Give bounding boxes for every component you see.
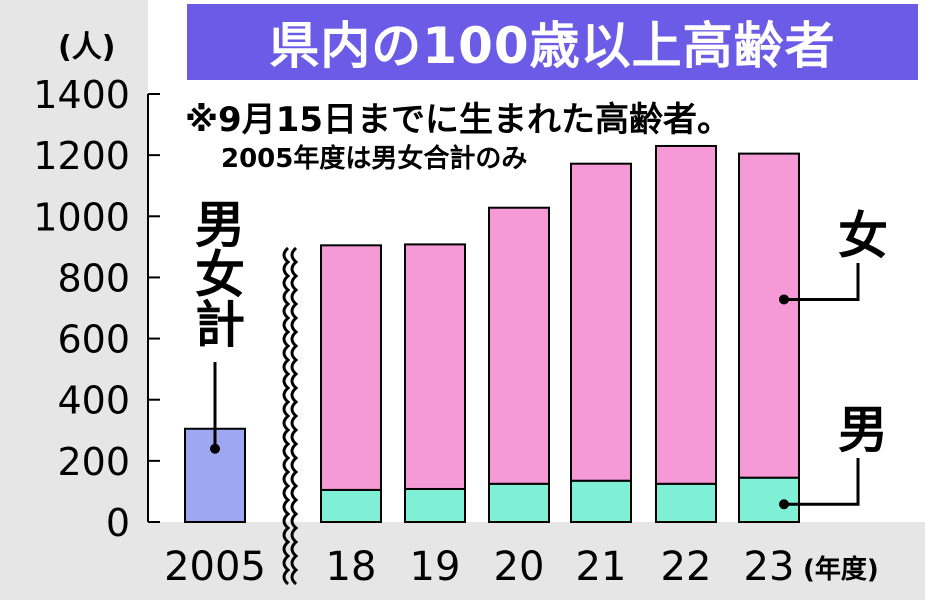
y-tick-label: 800 — [57, 256, 130, 300]
chart-title: 県内の100歳以上高齢者 — [269, 17, 836, 75]
female-leader-dot — [779, 294, 789, 305]
x-tick-label: 20 — [494, 544, 545, 590]
bar-male — [570, 479, 632, 524]
bar-female — [320, 244, 382, 491]
bar-female — [404, 243, 466, 490]
bar-female — [738, 152, 800, 479]
male-leader-dot — [779, 499, 789, 510]
left-gray-band — [0, 0, 148, 600]
male-label: 男 — [838, 401, 888, 459]
bar-female — [570, 162, 632, 482]
bars — [184, 144, 800, 524]
axis-break-wave — [282, 246, 291, 586]
bar-female — [655, 144, 717, 485]
axis-break-wave-2 — [290, 246, 299, 586]
y-tick-label: 0 — [106, 501, 130, 545]
x-tick-label: 2005 — [164, 544, 266, 590]
tick-labels: 0 200 400 600 800 1000 1200 1400 2005 18 19 20 21 22 2… — [33, 73, 879, 590]
y-tick-label: 200 — [57, 440, 130, 484]
x-tick-label: 21 — [576, 544, 627, 590]
female-label: 女 — [838, 207, 888, 265]
bar-female — [488, 206, 550, 485]
male-leader-line — [784, 458, 860, 506]
note-birthdate: ※9月15日までに生まれた高齢者。 — [185, 100, 732, 140]
y-tick-label: 1000 — [33, 195, 130, 239]
total-label-text: 男女計 — [187, 198, 245, 348]
y-tick-label: 600 — [57, 318, 130, 362]
y-unit-label: (人) — [58, 30, 116, 65]
bar-male — [320, 488, 382, 523]
x-tick-label: 22 — [661, 544, 712, 590]
x-tick-label: 18 — [326, 544, 377, 590]
y-axis — [147, 93, 160, 523]
bar-male — [404, 487, 466, 523]
y-tick-label: 1200 — [33, 134, 130, 178]
leader-lines — [210, 263, 860, 510]
axis-break — [282, 246, 299, 586]
y-tick-label: 1400 — [33, 73, 130, 117]
total-label: 男女計 — [187, 198, 245, 359]
x-unit-label: (年度) — [803, 554, 879, 585]
y-tick-label: 400 — [57, 379, 130, 423]
female-leader-line — [784, 263, 860, 301]
bottom-gray-band — [0, 522, 925, 600]
bar-male — [488, 482, 550, 523]
bar-male — [738, 476, 800, 523]
title-box: 県内の100歳以上高齢者 — [187, 4, 918, 80]
note-2005: 2005年度は男女合計のみ — [221, 144, 528, 174]
x-tick-label: 19 — [410, 544, 461, 590]
total-leader-dot — [210, 443, 220, 454]
x-tick-label: 23 — [744, 544, 795, 590]
bar-male — [655, 482, 717, 523]
